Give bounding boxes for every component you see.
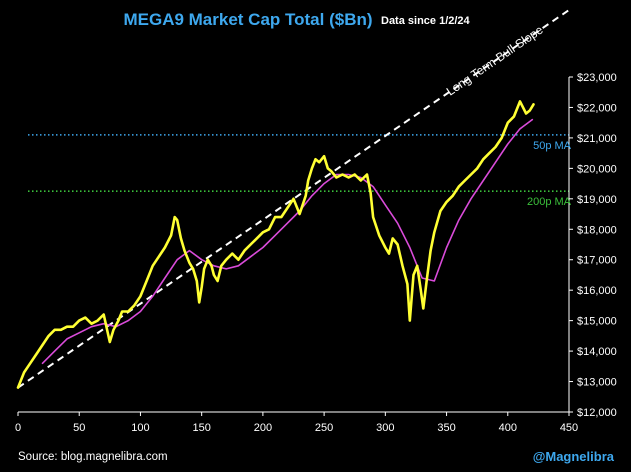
x-tick-label: 400 — [499, 422, 517, 434]
source-text: Source: blog.magnelibra.com — [18, 451, 168, 463]
x-tick-label: 450 — [560, 422, 578, 434]
y-tick-label: $12,000 — [577, 407, 617, 419]
y-tick-label: $13,000 — [577, 377, 617, 389]
x-tick-label: 200 — [254, 422, 272, 434]
x-tick-label: 350 — [437, 422, 455, 434]
y-tick-label: $21,000 — [577, 133, 617, 145]
y-tick-label: $14,000 — [577, 346, 617, 358]
ma200-label: 200p MA — [527, 196, 572, 208]
axes: 0 50 100 150 200 250 300 350 400 450 $12,000 $13,00… — [15, 72, 617, 434]
y-tick-label: $15,000 — [577, 316, 617, 328]
x-tick-label: 250 — [315, 422, 333, 434]
series-line-market-cap — [16, 100, 535, 389]
x-tick-label: 0 — [15, 422, 21, 434]
x-tick-label: 300 — [376, 422, 394, 434]
chart-subtitle: Data since 1/2/24 — [381, 15, 471, 27]
y-tick-label: $16,000 — [577, 285, 617, 297]
y-tick-label: $20,000 — [577, 163, 617, 175]
series-line-moving-average — [41, 118, 534, 365]
twitter-handle: @Magnelibra — [533, 449, 615, 464]
ma50-label: 50p MA — [533, 140, 572, 152]
reference-lines — [28, 134, 571, 193]
series-group — [16, 100, 535, 389]
x-tick-label: 50 — [73, 422, 85, 434]
x-tick-label: 150 — [192, 422, 210, 434]
y-tick-label: $22,000 — [577, 102, 617, 114]
x-tick-label: 100 — [131, 422, 149, 434]
y-tick-label: $18,000 — [577, 224, 617, 236]
y-tick-label: $17,000 — [577, 255, 617, 267]
y-tick-label: $23,000 — [577, 72, 617, 84]
y-tick-label: $19,000 — [577, 194, 617, 206]
chart-title: MEGA9 Market Cap Total ($Bn) — [123, 10, 372, 29]
